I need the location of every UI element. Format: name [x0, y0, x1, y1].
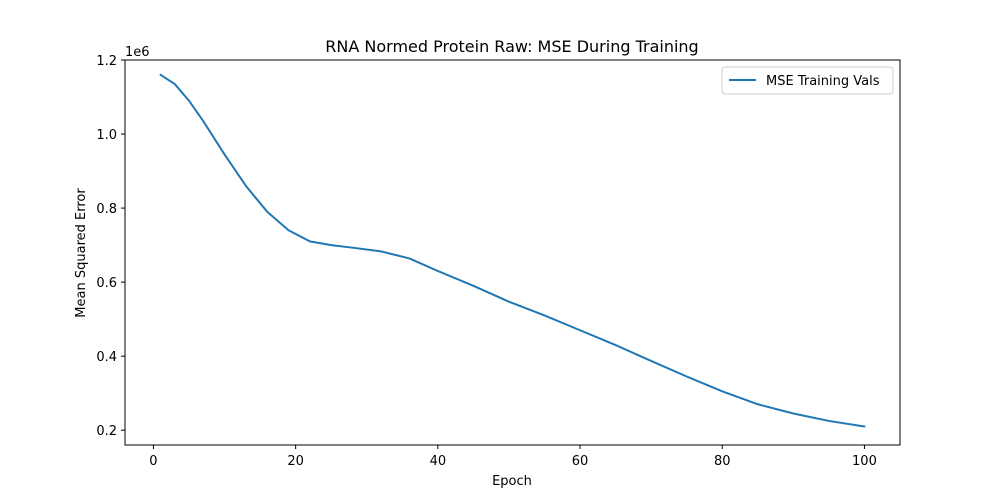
x-tick-label: 40 — [430, 454, 447, 469]
legend-label-mse-training-vals: MSE Training Vals — [766, 74, 880, 89]
series-layer — [159, 73, 866, 428]
x-axis-ticks: 0 20 40 60 80 100 — [149, 445, 877, 469]
x-tick-label: 0 — [149, 454, 157, 469]
y-offset-label: 1e6 — [125, 45, 150, 60]
y-tick-label: 0.2 — [96, 424, 117, 439]
x-tick-label: 100 — [852, 454, 877, 469]
y-tick-label: 1.2 — [96, 54, 117, 69]
y-tick-label: 0.4 — [96, 350, 117, 365]
x-tick-label: 60 — [572, 454, 589, 469]
chart-title: RNA Normed Protein Raw: MSE During Train… — [325, 37, 698, 56]
x-axis-label: Epoch — [492, 474, 532, 489]
legend-box — [721, 66, 894, 95]
y-tick-label: 0.8 — [96, 202, 117, 217]
x-tick-label: 20 — [287, 454, 304, 469]
y-tick-label: 0.6 — [96, 276, 117, 291]
plot-area — [124, 59, 901, 446]
axes-frame — [124, 59, 901, 446]
y-axis-ticks: 0.2 0.4 0.6 0.8 1.0 1.2 — [96, 54, 125, 439]
legend: MSE Training Vals — [721, 66, 894, 95]
y-axis-label: Mean Squared Error — [74, 188, 89, 318]
series-line-mse-training-vals — [159, 73, 866, 428]
x-tick-label: 80 — [714, 454, 731, 469]
y-tick-label: 1.0 — [96, 128, 117, 143]
